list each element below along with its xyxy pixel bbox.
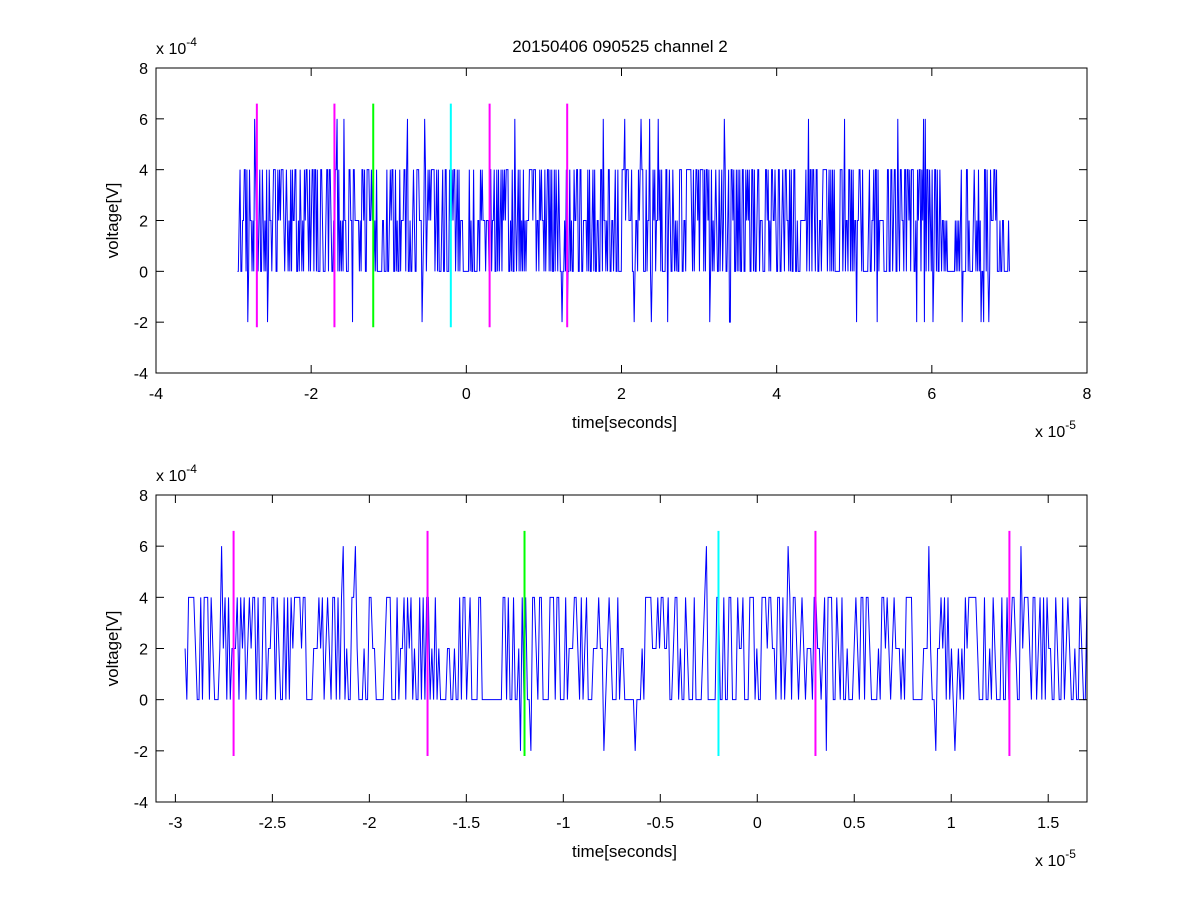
bottom-x-tick-label: -0.5 — [647, 815, 675, 832]
top-xlabel: time[seconds] — [572, 413, 677, 432]
top-x-tick-label: 0 — [462, 386, 471, 403]
bottom-x-tick-label: 1 — [947, 815, 956, 832]
bottom-x-tick-label: -3 — [168, 815, 182, 832]
top-x-tick-label: -2 — [304, 386, 318, 403]
bottom-marker-layer — [232, 530, 1011, 756]
top-x-tick-label: 8 — [1083, 386, 1092, 403]
bottom-x-tick-label: -2 — [362, 815, 376, 832]
bottom-y-tick-label: 4 — [139, 590, 148, 607]
top-subplot: -4 -2 0 2 4 6 8 -4 -2 0 2 4 6 8 time[seconds] voltage… — [103, 35, 1092, 441]
bottom-signal-layer — [184, 546, 1088, 751]
top-x-tick-label: 6 — [927, 386, 936, 403]
bottom-x-tick-label: 0.5 — [843, 815, 865, 832]
figure-title: 20150406 090525 channel 2 — [512, 37, 728, 56]
bottom-y-tick-label: 2 — [139, 642, 148, 659]
bottom-y-tick-label: 8 — [139, 488, 148, 505]
top-y-tick-label: 0 — [139, 264, 148, 281]
bottom-x-tick-label: -1 — [556, 815, 570, 832]
bottom-xlabel: time[seconds] — [572, 842, 677, 861]
top-tick-layer: -4 -2 0 2 4 6 8 -4 -2 0 2 4 6 8 — [134, 61, 1092, 403]
bottom-y-exponent: x 10-4 — [156, 462, 197, 485]
top-x-tick-label: 4 — [772, 386, 781, 403]
top-y-tick-label: -4 — [134, 366, 148, 383]
top-y-tick-label: 2 — [139, 214, 148, 231]
top-y-tick-label: 4 — [139, 163, 148, 180]
top-signal-line — [237, 118, 1010, 323]
top-y-tick-label: 6 — [139, 112, 148, 129]
bottom-y-tick-label: 0 — [139, 693, 148, 710]
bottom-x-tick-label: -2.5 — [259, 815, 287, 832]
top-x-exponent: x 10-5 — [1035, 418, 1076, 441]
bottom-x-tick-label: 0 — [753, 815, 762, 832]
bottom-subplot: -3 -2.5 -2 -1.5 -1 -0.5 0 0.5 1 1.5 -4 -2 0 2 4 6 8 time… — [103, 462, 1088, 870]
bottom-y-tick-label: 6 — [139, 539, 148, 556]
bottom-y-tick-label: -4 — [134, 795, 148, 812]
bottom-x-tick-label: -1.5 — [453, 815, 481, 832]
bottom-y-tick-label: -2 — [134, 744, 148, 761]
top-y-tick-label: -2 — [134, 315, 148, 332]
bottom-ylabel: voltage[V] — [103, 611, 122, 687]
top-y-tick-label: 8 — [139, 61, 148, 78]
bottom-signal-line — [184, 546, 1088, 751]
top-y-exponent: x 10-4 — [156, 35, 197, 58]
top-signal-layer — [237, 118, 1010, 323]
top-ylabel: voltage[V] — [103, 183, 122, 259]
bottom-x-tick-label: 1.5 — [1037, 815, 1059, 832]
top-marker-layer — [255, 103, 569, 328]
bottom-tick-layer: -3 -2.5 -2 -1.5 -1 -0.5 0 0.5 1 1.5 -4 -2 0 2 4 6 8 — [134, 488, 1087, 832]
top-x-tick-label: 2 — [617, 386, 626, 403]
bottom-x-exponent: x 10-5 — [1035, 847, 1076, 870]
top-x-tick-label: -4 — [149, 386, 163, 403]
